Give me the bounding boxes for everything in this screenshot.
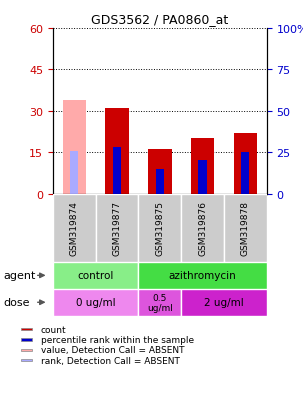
- Bar: [63, 100, 86, 194]
- Text: GSM319876: GSM319876: [198, 201, 207, 256]
- Text: GSM319874: GSM319874: [70, 201, 79, 256]
- Bar: [148, 150, 171, 194]
- Bar: [21, 349, 32, 351]
- Bar: [198, 161, 207, 194]
- Title: GDS3562 / PA0860_at: GDS3562 / PA0860_at: [91, 13, 228, 26]
- Bar: [181, 194, 224, 262]
- Bar: [53, 194, 96, 262]
- Bar: [224, 194, 267, 262]
- Bar: [70, 151, 78, 194]
- Bar: [96, 194, 138, 262]
- Bar: [21, 359, 32, 362]
- Text: count: count: [41, 325, 66, 334]
- Text: azithromycin: azithromycin: [169, 271, 236, 281]
- Text: 2 ug/ml: 2 ug/ml: [204, 297, 244, 308]
- Text: agent: agent: [3, 271, 35, 281]
- Text: percentile rank within the sample: percentile rank within the sample: [41, 335, 194, 344]
- Bar: [138, 289, 181, 316]
- Bar: [21, 328, 32, 330]
- Bar: [234, 133, 257, 194]
- Bar: [156, 169, 164, 194]
- Text: control: control: [78, 271, 114, 281]
- Bar: [21, 339, 32, 341]
- Bar: [241, 153, 249, 194]
- Bar: [113, 148, 121, 194]
- Text: GSM319875: GSM319875: [155, 201, 164, 256]
- Bar: [181, 289, 267, 316]
- Bar: [191, 139, 214, 194]
- Text: GSM319877: GSM319877: [113, 201, 122, 256]
- Text: dose: dose: [3, 297, 29, 308]
- Text: value, Detection Call = ABSENT: value, Detection Call = ABSENT: [41, 346, 184, 354]
- Bar: [53, 262, 138, 289]
- Bar: [138, 194, 181, 262]
- Text: 0.5
ug/ml: 0.5 ug/ml: [147, 293, 173, 312]
- Text: rank, Detection Call = ABSENT: rank, Detection Call = ABSENT: [41, 356, 180, 365]
- Text: 0 ug/ml: 0 ug/ml: [76, 297, 115, 308]
- Text: GSM319878: GSM319878: [241, 201, 250, 256]
- Bar: [138, 262, 267, 289]
- Bar: [105, 109, 129, 194]
- Bar: [53, 289, 138, 316]
